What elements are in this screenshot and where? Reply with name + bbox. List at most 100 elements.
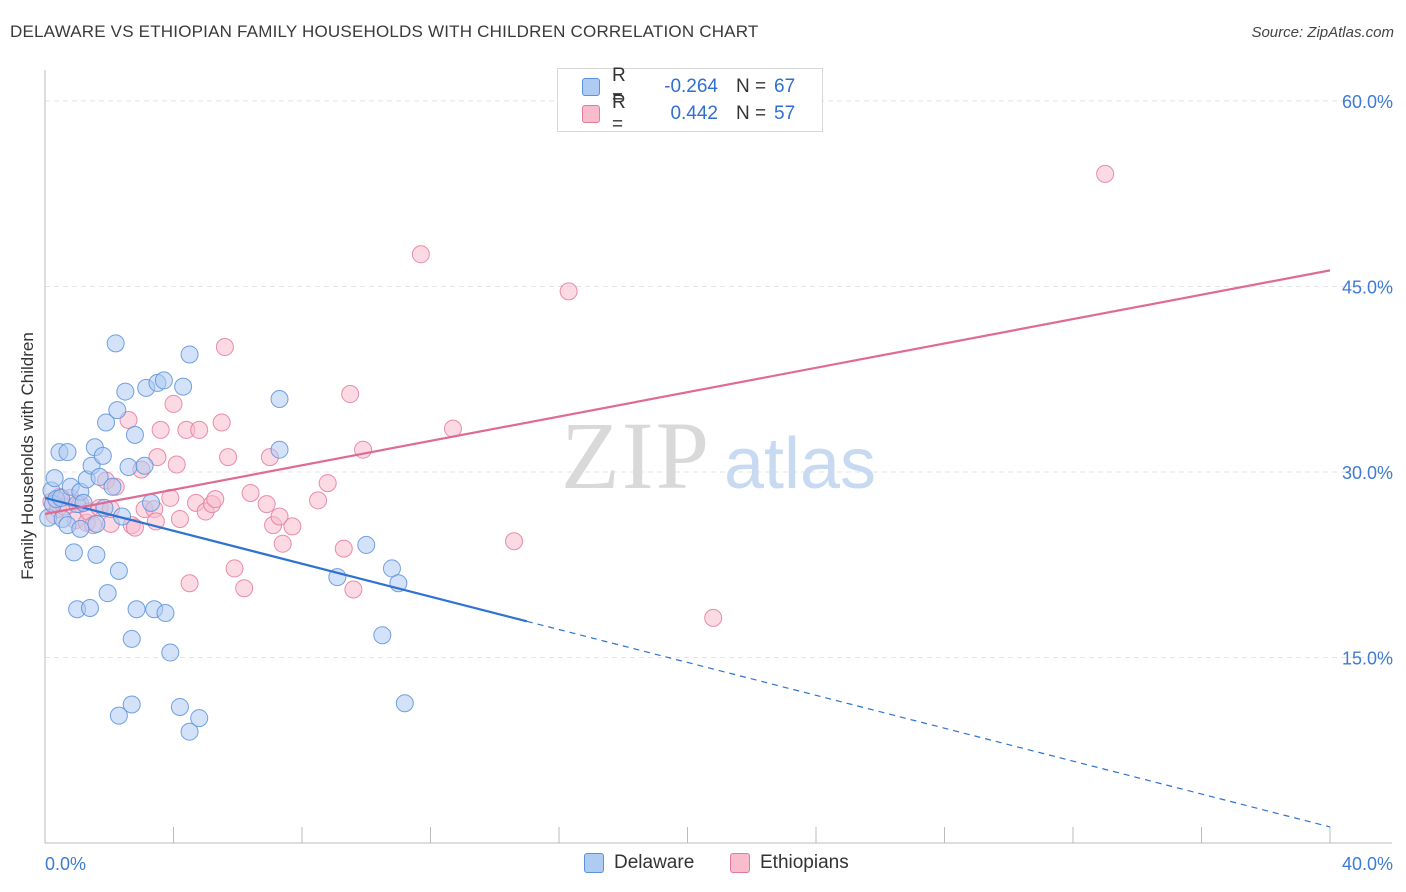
ethiopians-point [309,491,328,510]
delaware-point [122,629,141,648]
delaware-point [93,446,112,465]
delaware-point [87,545,106,564]
ethiopians-point [167,455,186,474]
legend-row-delaware: R = -0.264 N = 67 [582,65,796,108]
ethiopians-point [164,394,183,413]
y-tick-label: 15.0% [1342,648,1393,668]
ethiopians-point [125,518,144,537]
delaware-point [71,519,90,538]
n-label: N = [736,103,767,124]
ethiopians-point [270,507,289,526]
n-label: N = [736,76,767,97]
ethiopians-point [559,282,578,301]
delaware-point [125,425,144,444]
ethiopians-point [206,490,225,509]
source-credit: Source: ZipAtlas.com [1251,24,1394,41]
r-value: 0.442 [670,103,718,124]
ethiopians-point [411,245,430,264]
delaware-point [270,389,289,408]
r-label: R = [612,92,626,135]
watermark-atlas: atlas [724,424,876,504]
ethiopians-point [704,608,723,627]
delaware-point [180,345,199,364]
delaware-point [382,559,401,578]
delaware-point [108,401,127,420]
ethiopians-point [283,517,302,536]
chart-title: DELAWARE VS ETHIOPIAN FAMILY HOUSEHOLDS … [10,22,759,41]
delaware-point [156,603,175,622]
ethiopians-point [505,532,524,551]
delaware-point [135,456,154,475]
delaware-point [154,371,173,390]
ethiopians-point [215,338,234,357]
delaware-point [395,694,414,713]
delaware-point [161,643,180,662]
delaware-point [45,469,64,488]
delaware-point [127,600,146,619]
delaware-point [103,477,122,496]
r-label: R = [612,65,626,108]
n-value: 67 [774,76,796,97]
delaware-point [98,584,117,603]
gridlines [45,100,1392,658]
y-tick-label: 45.0% [1342,277,1393,297]
ethiopians-point [235,579,254,598]
ethiopians-swatch [730,853,750,873]
watermark: ZIP atlas [561,402,876,509]
delaware-point [109,561,128,580]
series-legend: Delaware Ethiopians [0,852,1406,876]
ethiopians-point [318,474,337,493]
ethiopians-point [273,534,292,553]
delaware-point [170,697,189,716]
axes [44,70,1392,844]
x-tick-label: 0.0% [45,854,86,874]
delaware-point [80,599,99,618]
ethiopians-point [151,420,170,439]
correlation-legend: R = -0.264 N = 67 R = 0.442 N = 57 [557,65,823,135]
legend-item-delaware: Delaware [584,852,694,874]
delaware-point [119,458,138,477]
ethiopians-point [212,413,231,432]
watermark-zip: ZIP [561,402,711,509]
data-points [39,164,1115,741]
r-value: -0.264 [664,76,718,97]
ethiopians-point [170,509,189,528]
x-tick-label: 40.0% [1342,854,1393,874]
y-tick-label: 60.0% [1342,92,1393,112]
delaware-point [106,334,125,353]
delaware-point [122,695,141,714]
y-axis-title: Family Households with Children [18,332,37,580]
ethiopians-point [219,448,238,467]
ethiopians-point [180,574,199,593]
delaware-point [174,377,193,396]
delaware-point [90,467,109,486]
ethiopians-swatch [582,105,600,123]
delaware-point [58,443,77,462]
y-tick-label: 30.0% [1342,463,1393,483]
legend-row-ethiopians: R = 0.442 N = 57 [582,92,796,135]
delaware-trend-extension [526,620,1331,828]
delaware-trend-line [44,496,528,623]
delaware-point [270,440,289,459]
delaware-point [180,722,199,741]
legend-item-ethiopians: Ethiopians [730,852,849,874]
delaware-point [142,493,161,512]
legend-label-delaware: Delaware [614,852,695,873]
ethiopians-point [241,483,260,502]
ethiopians-point [1096,164,1115,183]
delaware-point [64,543,83,562]
ethiopians-point [148,448,167,467]
delaware-point [357,535,376,554]
n-value: 57 [774,103,796,124]
delaware-point [190,709,209,728]
tick-labels: 15.0% 30.0% 45.0% 60.0% 0.0% 40.0% [45,92,1393,874]
delaware-point [109,706,128,725]
delaware-point [87,514,106,533]
ethiopians-point [341,385,360,404]
ethiopians-point [257,495,276,514]
legend-label-ethiopians: Ethiopians [760,852,849,873]
ethiopians-point [334,539,353,558]
delaware-swatch [582,78,600,96]
ethiopians-point [225,559,244,578]
